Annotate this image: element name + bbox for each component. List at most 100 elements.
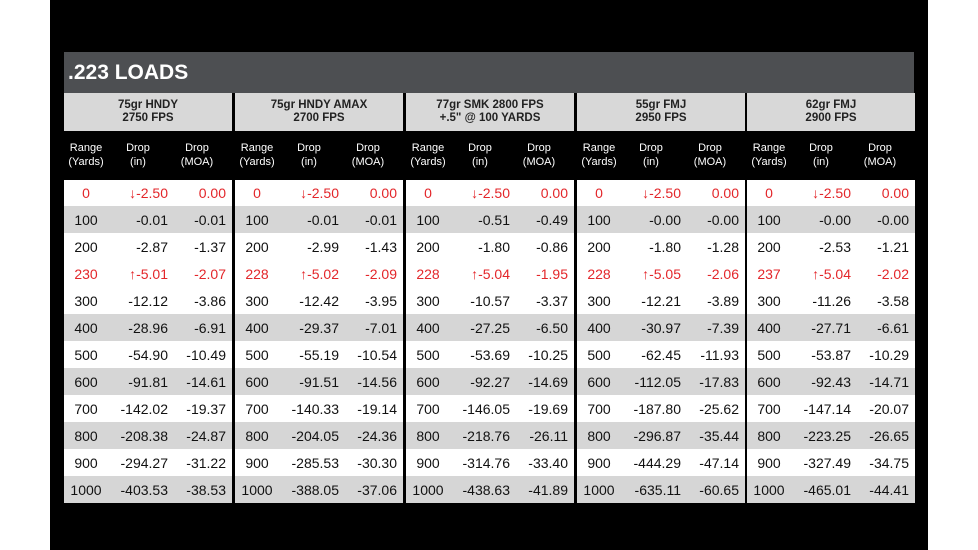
group-header-line: 75gr HNDY	[117, 99, 179, 111]
column-header-line: (Yards)	[68, 155, 104, 168]
table-cell: 800	[245, 427, 269, 444]
table-cell: 200	[587, 238, 611, 255]
table-cell: 700	[245, 400, 269, 417]
table-row: 0 ↓-2.50 0.00	[747, 180, 915, 206]
table-cell: -10.49	[186, 346, 226, 363]
column-headers: Range (Yards) Drop (in) Drop (MOA)	[577, 131, 745, 178]
table-cell: 200	[245, 238, 269, 255]
table-cell: 1000	[753, 481, 785, 498]
column-header: Drop (MOA)	[339, 141, 397, 169]
column-header: Range (Yards)	[577, 141, 621, 169]
table-cell: 800	[587, 427, 611, 444]
table-cell: -38.53	[186, 481, 226, 498]
table-cell: 600	[245, 373, 269, 390]
table-cell: -0.00	[819, 211, 851, 228]
table-cell: -41.89	[528, 481, 568, 498]
table-cell: -1.28	[707, 238, 739, 255]
table-cell: -31.22	[186, 454, 226, 471]
column-headers: Range (Yards) Drop (in) Drop (MOA)	[747, 131, 915, 178]
table-cell: 230	[74, 265, 98, 282]
table-row: 0 ↓-2.50 0.00	[235, 180, 403, 206]
table-cell: -91.81	[128, 373, 168, 390]
column-header: Range (Yards)	[747, 141, 791, 169]
table-cell: -26.65	[869, 427, 909, 444]
table-cell: 0.00	[881, 185, 909, 201]
table-cell: -6.61	[877, 319, 909, 336]
table-cell: -3.89	[707, 292, 739, 309]
group-header: 55gr FMJ 2950 FPS	[577, 93, 745, 131]
table-cell: -20.07	[869, 400, 909, 417]
table-cell: -0.01	[194, 211, 226, 228]
table-cell: -1.21	[877, 238, 909, 255]
column-header-line: (Yards)	[410, 155, 446, 168]
table-row: 500 -54.90 -10.49	[64, 341, 232, 368]
table-cell: -10.54	[357, 346, 397, 363]
table-cell: -24.36	[357, 427, 397, 444]
table-row: 100 -0.00 -0.00	[747, 206, 915, 233]
group-header-line: 2700 FPS	[293, 112, 345, 124]
table-cell: ↑-5.02	[300, 265, 339, 282]
table-cell: -55.19	[299, 346, 339, 363]
table-cell: -7.39	[707, 319, 739, 336]
table-cell: -2.07	[194, 265, 226, 282]
table-row: 0 ↓-2.50 0.00	[406, 180, 574, 206]
table-cell: 800	[416, 427, 440, 444]
table-cell: -0.01	[307, 211, 339, 228]
column-header-line: Range	[752, 141, 786, 154]
column-header-line: (MOA)	[180, 155, 214, 168]
table-cell: 0	[253, 185, 261, 201]
table-cell: 500	[74, 346, 98, 363]
table-row: 500 -53.69 -10.25	[406, 341, 574, 368]
table-cell: -146.05	[462, 400, 510, 417]
table-cell: ↓-2.50	[300, 185, 339, 201]
table-cell: -30.97	[641, 319, 681, 336]
table-cell: 900	[416, 454, 440, 471]
table-cell: 400	[245, 319, 269, 336]
table-cell: 100	[587, 211, 611, 228]
table-cell: 1000	[583, 481, 615, 498]
table-cell: 100	[74, 211, 98, 228]
table-row: 400 -29.37 -7.01	[235, 314, 403, 341]
table-cell: -635.11	[634, 481, 681, 498]
table-cell: -3.95	[365, 292, 397, 309]
table-row: 400 -27.25 -6.50	[406, 314, 574, 341]
table-cell: -296.87	[633, 427, 681, 444]
column-header-line: (Yards)	[239, 155, 275, 168]
table-cell: 0.00	[369, 185, 397, 201]
table-cell: -7.01	[365, 319, 397, 336]
table-cell: -91.51	[299, 373, 339, 390]
table-cell: ↑-5.01	[129, 265, 168, 282]
table-cell: -28.96	[128, 319, 168, 336]
table-row: 900 -285.53 -30.30	[235, 449, 403, 476]
column-header: Drop (in)	[791, 141, 851, 169]
table-row: 500 -62.45 -11.93	[577, 341, 745, 368]
table-cell: 600	[74, 373, 98, 390]
column-header-line: (Yards)	[581, 155, 617, 168]
table-cell: -53.69	[470, 346, 510, 363]
table-cell: 300	[416, 292, 440, 309]
table-cell: -0.01	[136, 211, 168, 228]
group-header: 75gr HNDY 2750 FPS	[64, 93, 232, 131]
column-header-line: (MOA)	[863, 155, 897, 168]
column-header: Drop (in)	[621, 141, 681, 169]
column-header-line: Drop	[639, 141, 663, 154]
column-header-line: (in)	[472, 155, 488, 168]
table-cell: -2.06	[707, 265, 739, 282]
table-cell: 0	[424, 185, 432, 201]
table-cell: 800	[74, 427, 98, 444]
table-cell: -465.01	[803, 481, 851, 498]
table-cell: -92.27	[470, 373, 510, 390]
table-cell: 600	[587, 373, 611, 390]
table-cell: -223.25	[803, 427, 851, 444]
table-row: 800 -223.25 -26.65	[747, 422, 915, 449]
table-cell: -14.69	[528, 373, 568, 390]
column-header-line: (MOA)	[351, 155, 385, 168]
table-cell: ↑-5.04	[812, 265, 851, 282]
column-header-line: Drop	[809, 141, 833, 154]
table-cell: 200	[416, 238, 440, 255]
load-group: 75gr HNDY 2750 FPS Range (Yards) Drop (in) Dro…	[64, 93, 232, 503]
table-row: 200 -2.87 -1.37	[64, 233, 232, 260]
table-row: 600 -91.51 -14.56	[235, 368, 403, 395]
table-row: 200 -1.80 -1.28	[577, 233, 745, 260]
group-header-line: +.5" @ 100 YARDS	[439, 112, 541, 124]
